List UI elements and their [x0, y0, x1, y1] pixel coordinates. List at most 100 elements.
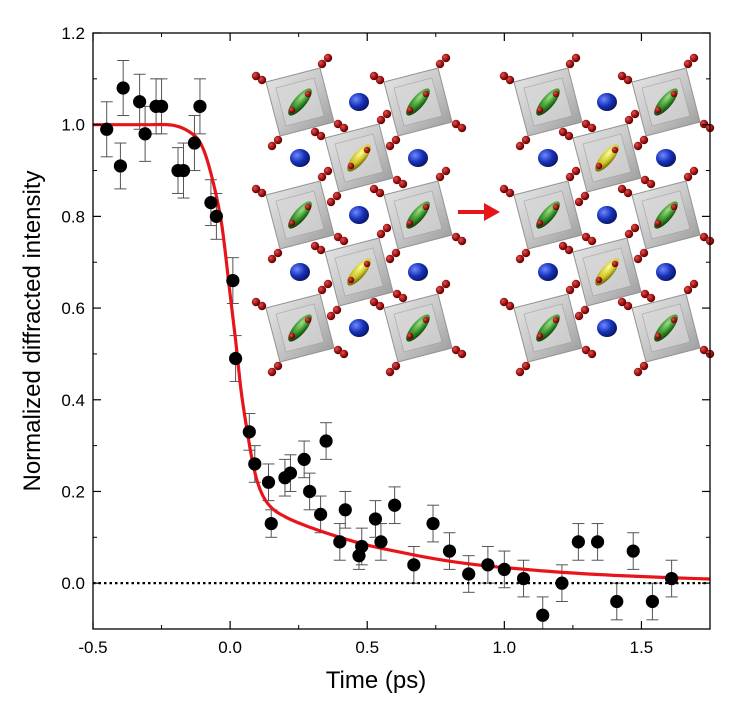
oxygen-atom [630, 223, 640, 233]
oxygen-atom [683, 172, 693, 182]
oxygen-atom [251, 184, 261, 194]
oxygen-atom [391, 361, 401, 371]
oxygen-atom [574, 311, 584, 321]
data-point [228, 351, 243, 366]
oxygen-atom [435, 285, 445, 295]
data-point [374, 535, 388, 549]
y-tick-label: 0.6 [61, 299, 85, 318]
oxygen-atom [499, 71, 509, 81]
y-tick-label: 1.0 [61, 116, 85, 135]
oxygen-atom [382, 109, 392, 119]
oxygen-atom [639, 248, 649, 258]
data-point [297, 452, 311, 466]
oxygen-atom [624, 115, 634, 125]
oxygen-atom [267, 367, 277, 377]
oxygen-atom [326, 197, 336, 207]
octahedron [310, 109, 408, 207]
oxygen-atom [398, 179, 408, 189]
oxygen-atom [441, 166, 451, 176]
oxygen-atom [505, 301, 515, 311]
data-point [407, 558, 421, 572]
oxygen-atom [257, 188, 267, 198]
oxygen-atom [398, 293, 408, 303]
oxygen-atom [451, 345, 461, 355]
oxygen-atom [564, 131, 574, 141]
data-point [442, 544, 457, 558]
oxygen-atom [646, 293, 656, 303]
data-point [187, 136, 202, 150]
cation-atom [656, 149, 676, 167]
octahedron [499, 279, 597, 377]
oxygen-atom [333, 232, 343, 242]
fit-curve-line [93, 122, 710, 581]
octahedron [617, 279, 715, 377]
oxygen-atom [587, 123, 597, 133]
oxygen-atom [640, 175, 650, 185]
oxygen-atom [457, 236, 467, 246]
oxygen-atom [574, 197, 584, 207]
oxygen-atom [505, 188, 515, 198]
oxygen-atom [339, 123, 349, 133]
oxygen-atom [441, 279, 451, 289]
fit-curve [93, 122, 710, 581]
data-point [590, 535, 605, 549]
oxygen-atom [392, 289, 402, 299]
data-point [261, 475, 276, 489]
oxygen-atom [317, 172, 327, 182]
oxygen-atom [587, 349, 597, 359]
oxygen-atom [441, 53, 451, 63]
crystal-structure-inset [251, 53, 715, 377]
octahedron [251, 279, 349, 377]
octahedron [617, 53, 715, 151]
data-point [355, 539, 369, 554]
cation-atom [597, 93, 617, 111]
oxygen-atom [623, 301, 633, 311]
oxygen-atom [391, 248, 401, 258]
oxygen-atom [515, 367, 525, 377]
data-point [610, 594, 624, 609]
y-tick-label: 0.4 [61, 391, 85, 410]
oxygen-atom [580, 191, 590, 201]
oxygen-atom [339, 349, 349, 359]
oxygen-atom [257, 75, 267, 85]
oxygen-atom [571, 53, 581, 63]
oxygen-atom [392, 175, 402, 185]
oxygen-atom [326, 311, 336, 321]
oxygen-atom [369, 71, 379, 81]
oxygen-atom [515, 141, 525, 151]
data-point [516, 571, 531, 586]
oxygen-atom [273, 361, 283, 371]
octahedron [499, 166, 597, 264]
cation-atom [349, 93, 369, 111]
oxygen-atom [323, 166, 333, 176]
oxygen-atom [375, 301, 385, 311]
oxygen-atom [273, 135, 283, 145]
x-tick-label: 1.5 [630, 638, 654, 657]
data-points [100, 81, 679, 622]
oxygen-atom [316, 131, 326, 141]
octahedron [369, 279, 467, 377]
data-point [665, 571, 679, 586]
octahedron [558, 109, 656, 207]
data-point [497, 562, 511, 577]
oxygen-atom [451, 119, 461, 129]
x-tick-label: 1.0 [493, 638, 517, 657]
oxygen-atom [451, 232, 461, 242]
transition-arrow-icon [458, 203, 500, 221]
oxygen-atom [633, 254, 643, 264]
oxygen-atom [369, 184, 379, 194]
oxygen-atom [369, 297, 379, 307]
oxygen-atom [646, 179, 656, 189]
cation-atom [290, 263, 310, 281]
data-point [481, 558, 495, 572]
oxygen-atom [515, 254, 525, 264]
oxygen-atom [385, 367, 395, 377]
oxygen-atom [587, 236, 597, 246]
oxygen-atom [581, 345, 591, 355]
data-point [368, 512, 383, 526]
initial-lattice [251, 53, 467, 377]
oxygen-atom [617, 184, 627, 194]
oxygen-atom [375, 188, 385, 198]
oxygen-atom [323, 279, 333, 289]
oxygen-atom [623, 75, 633, 85]
